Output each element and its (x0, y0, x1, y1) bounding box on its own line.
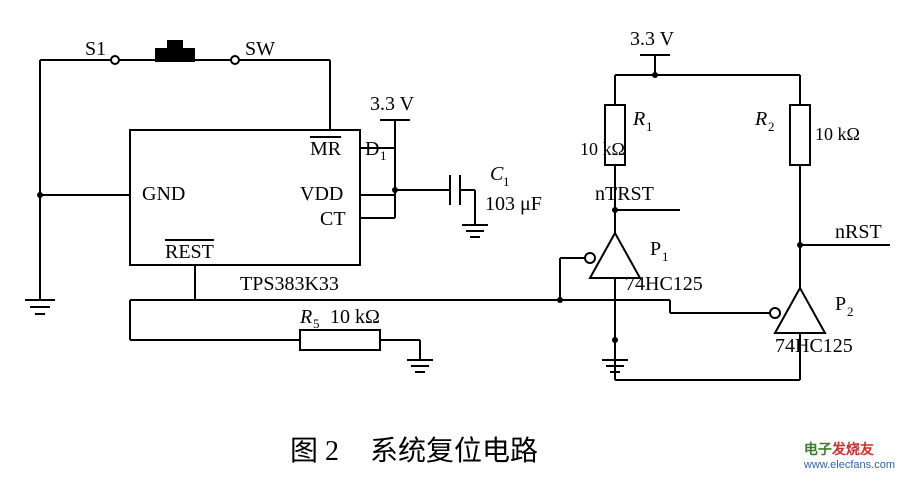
ground-r5 (407, 360, 433, 372)
vdd-3v3-label-1: 3.3 V (370, 93, 415, 115)
p2-sub: 2 (847, 304, 854, 319)
switch-sw-label: SW (245, 38, 275, 60)
watermark: 电子发烧友 www.elecfans.com (804, 439, 895, 471)
r1-value: 10 kΩ (580, 139, 625, 159)
circuit-diagram: TPS383K33 MR D 1 GND VDD CT REST S1 SW (0, 0, 907, 501)
c1-name: C (490, 163, 504, 185)
node (557, 297, 563, 303)
p1-part: 74HC125 (625, 273, 703, 295)
pin-rest: REST (165, 241, 214, 263)
switch (111, 40, 239, 64)
p2-part: 74HC125 (775, 335, 853, 357)
figure-caption-text: 系统复位电路 (370, 435, 538, 467)
c1-sub: 1 (503, 174, 510, 189)
r2-body (790, 105, 810, 165)
ground-left (25, 300, 55, 314)
pin-d1-sub: 1 (380, 148, 387, 163)
capacitor-c1 (450, 175, 488, 237)
node (652, 72, 658, 78)
watermark-line1a: 电子 (804, 441, 832, 457)
figure-caption-label: 图 2 (290, 436, 339, 467)
node (392, 187, 398, 193)
ntrst-label: nTRST (595, 183, 654, 205)
r5-name: R (299, 306, 312, 328)
r5-sub: 5 (313, 316, 320, 331)
vdd-3v3-label-2: 3.3 V (630, 28, 675, 50)
r2-value: 10 kΩ (815, 124, 860, 144)
ic-name: TPS383K33 (240, 273, 339, 295)
watermark-line2: www.elecfans.com (804, 459, 895, 471)
pin-mr: MR (310, 138, 342, 160)
r5-body (300, 330, 380, 350)
node (37, 192, 43, 198)
pin-gnd: GND (142, 183, 185, 205)
switch-s1-label: S1 (85, 38, 106, 60)
r1-name: R (632, 108, 645, 130)
r1-sub: 1 (646, 119, 653, 134)
pin-ct: CT (320, 208, 346, 230)
p1-sub: 1 (662, 249, 669, 264)
p1-name: P (650, 238, 661, 260)
p2-name: P (835, 293, 846, 315)
watermark-line1b: 发烧友 (832, 441, 874, 457)
r5-value: 10 kΩ (330, 306, 380, 328)
c1-value: 103 μF (485, 193, 542, 215)
nrst-label: nRST (835, 221, 882, 243)
r2-name: R (754, 108, 767, 130)
r2-sub: 2 (768, 119, 775, 134)
pin-vdd: VDD (300, 183, 343, 205)
